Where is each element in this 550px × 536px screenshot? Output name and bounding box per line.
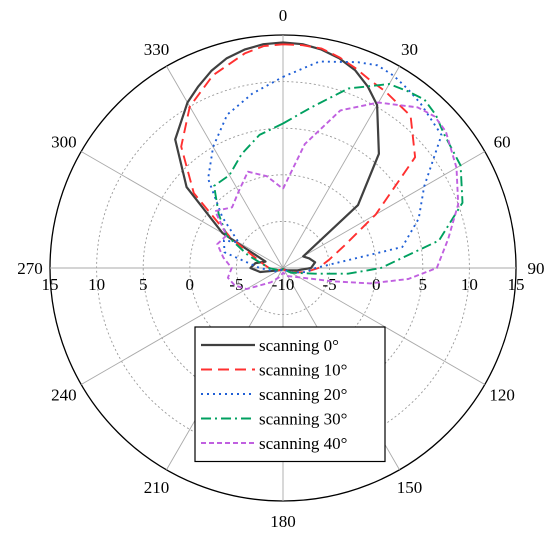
angle-tick-label: 240 xyxy=(51,386,77,405)
legend: scanning 0° scanning 10° scanning 20° scann… xyxy=(194,326,386,463)
radial-tick-label: 0 xyxy=(372,275,381,294)
grid-spoke xyxy=(282,65,400,269)
legend-entry: scanning 20° xyxy=(259,385,347,404)
radial-tick-label: 15 xyxy=(42,275,59,294)
radial-tick-label: 5 xyxy=(419,275,428,294)
grid-spoke xyxy=(80,151,284,269)
series-layer xyxy=(174,41,464,290)
grid-spoke xyxy=(282,267,486,385)
radial-tick-label: 10 xyxy=(88,275,105,294)
legend-entry: scanning 30° xyxy=(259,410,347,429)
radial-tick-label: 0 xyxy=(186,275,195,294)
angle-tick-label: 150 xyxy=(397,478,423,497)
angle-tick-label: 90 xyxy=(528,259,545,278)
radial-tick-label: 15 xyxy=(508,275,525,294)
radial-tick-label: -5 xyxy=(323,275,337,294)
legend-entry: scanning 40° xyxy=(259,434,347,453)
radial-tick-label: 10 xyxy=(461,275,478,294)
angle-tick-label: 210 xyxy=(144,478,170,497)
angle-tick-label: 30 xyxy=(401,40,418,59)
grid-spoke xyxy=(166,65,284,269)
series-line xyxy=(213,83,464,275)
angle-tick-label: 270 xyxy=(17,259,43,278)
series-line xyxy=(207,60,443,274)
radial-tick-label: 5 xyxy=(139,275,148,294)
legend-entry: scanning 10° xyxy=(259,361,347,380)
series-line xyxy=(180,43,417,274)
series-line xyxy=(174,41,380,274)
angle-tick-label: 300 xyxy=(51,133,77,152)
angle-tick-label: 0 xyxy=(279,6,288,25)
legend-entry: scanning 0° xyxy=(259,336,339,355)
angle-tick-label: 180 xyxy=(270,512,296,531)
angle-tick-label: 60 xyxy=(494,133,511,152)
angle-tick-label: 120 xyxy=(489,386,515,405)
radial-tick-label: -5 xyxy=(229,275,243,294)
angle-tick-label: 330 xyxy=(144,40,170,59)
grid-spoke xyxy=(282,151,486,269)
radial-tick-label: -10 xyxy=(272,275,295,294)
series-line xyxy=(214,101,460,290)
